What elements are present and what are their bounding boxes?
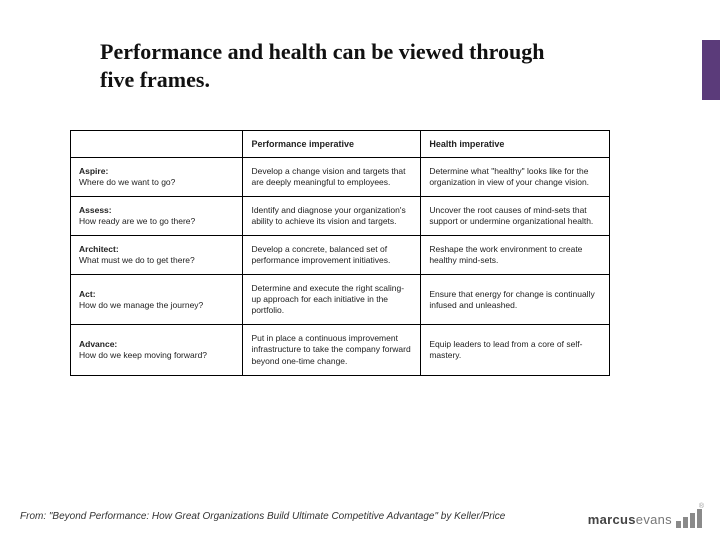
slide: Performance and health can be viewed thr… — [0, 0, 720, 540]
row-label: Advance:How do we keep moving forward? — [71, 325, 243, 375]
table-row: Aspire:Where do we want to go?Develop a … — [71, 158, 610, 197]
row-label: Aspire:Where do we want to go? — [71, 158, 243, 197]
table-row: Architect:What must we do to get there?D… — [71, 236, 610, 275]
accent-bar — [702, 40, 720, 100]
slide-title: Performance and health can be viewed thr… — [100, 38, 580, 93]
cell-health: Determine what "healthy" looks like for … — [421, 158, 610, 197]
cell-health: Ensure that energy for change is continu… — [421, 275, 610, 325]
cell-health: Equip leaders to lead from a core of sel… — [421, 325, 610, 375]
header-performance: Performance imperative — [243, 131, 421, 158]
logo-bars-icon — [676, 510, 702, 528]
row-label: Act:How do we manage the journey? — [71, 275, 243, 325]
cell-performance: Develop a concrete, balanced set of perf… — [243, 236, 421, 275]
logo-light: evans — [636, 512, 672, 527]
table-row: Act:How do we manage the journey?Determi… — [71, 275, 610, 325]
cell-performance: Put in place a continuous improvement in… — [243, 325, 421, 375]
cell-performance: Identify and diagnose your organization'… — [243, 197, 421, 236]
logo-bold: marcus — [588, 512, 636, 527]
logo-text: marcusevans — [588, 512, 672, 527]
header-blank — [71, 131, 243, 158]
cell-performance: Develop a change vision and targets that… — [243, 158, 421, 197]
row-label: Architect:What must we do to get there? — [71, 236, 243, 275]
cell-performance: Determine and execute the right scaling-… — [243, 275, 421, 325]
header-health: Health imperative — [421, 131, 610, 158]
cell-health: Reshape the work environment to create h… — [421, 236, 610, 275]
brand-logo: marcusevans — [588, 510, 702, 528]
table-row: Advance:How do we keep moving forward?Pu… — [71, 325, 610, 375]
source-citation: From: "Beyond Performance: How Great Org… — [20, 511, 505, 522]
cell-health: Uncover the root causes of mind-sets tha… — [421, 197, 610, 236]
row-label: Assess:How ready are we to go there? — [71, 197, 243, 236]
table-header-row: Performance imperative Health imperative — [71, 131, 610, 158]
frames-table: Performance imperative Health imperative… — [70, 130, 610, 376]
table-row: Assess:How ready are we to go there?Iden… — [71, 197, 610, 236]
